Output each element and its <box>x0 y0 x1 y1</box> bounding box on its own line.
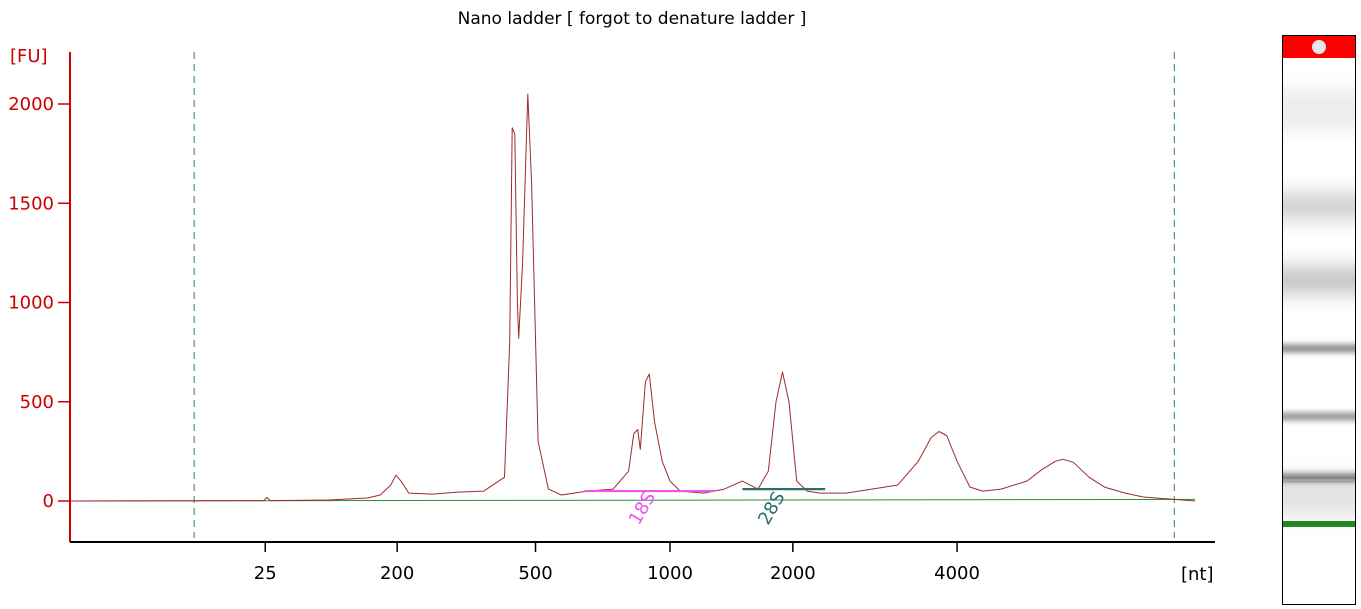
chart-axes <box>69 52 1215 543</box>
y-axis-ticks: 0 500 1000 1500 2000 <box>8 94 70 512</box>
gel-bands <box>1283 89 1355 517</box>
electropherogram-chart: Nano ladder [ forgot to denature ladder … <box>8 9 1215 585</box>
x-axis-label: [nt] <box>1181 564 1214 585</box>
trace-group <box>69 93 1196 502</box>
gel-lane <box>1282 35 1356 605</box>
y-tick-label: 2000 <box>8 94 54 115</box>
gel-band <box>1283 412 1355 421</box>
gel-top-marker-spot <box>1312 40 1326 54</box>
gel-band <box>1283 268 1355 293</box>
gel-band <box>1283 194 1355 219</box>
gel-band <box>1283 89 1355 130</box>
annotation-label: 18S <box>625 488 660 528</box>
gel-band <box>1283 344 1355 353</box>
y-axis-label: [FU] <box>10 46 48 67</box>
peak-annotations: 18S 28S <box>584 487 826 529</box>
y-tick-label: 500 <box>20 392 54 413</box>
trace-line <box>69 93 1196 502</box>
y-tick-label: 1500 <box>8 193 54 214</box>
x-tick-label: 25 <box>254 563 277 584</box>
annotation-label: 28S <box>754 488 789 528</box>
gel-bottom-marker <box>1283 521 1355 527</box>
x-axis-ticks: 25 200 500 1000 2000 4000 <box>254 542 980 584</box>
y-tick-label: 1000 <box>8 293 54 314</box>
x-tick-label: 500 <box>518 563 552 584</box>
x-tick-label: 2000 <box>770 563 816 584</box>
gate-lines <box>193 52 1175 538</box>
y-tick-label: 0 <box>43 491 54 512</box>
gel-markers <box>1283 36 1355 527</box>
chart-title: Nano ladder [ forgot to denature ladder … <box>458 9 807 29</box>
x-tick-label: 200 <box>380 563 414 584</box>
gel-band <box>1283 476 1355 517</box>
x-tick-label: 4000 <box>934 563 980 584</box>
x-tick-label: 1000 <box>647 563 693 584</box>
